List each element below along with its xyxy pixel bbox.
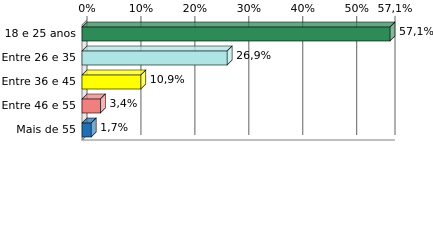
chart: 0% 10% 20% 30% 40% 50% 57,1% 18 e 25 anos 57,1% E… (1, 2, 433, 142)
value-label: 57,1% (399, 25, 433, 38)
category-label: Entre 46 e 55 (1, 99, 76, 112)
bar (81, 74, 142, 90)
value-label: 26,9% (236, 49, 271, 62)
category-label: Entre 36 e 45 (1, 75, 76, 88)
x-tick-label: 40% (291, 2, 315, 15)
x-tick-label: 30% (237, 2, 261, 15)
category-label: Mais de 55 (16, 123, 76, 136)
bar (81, 98, 101, 114)
category-label: Entre 26 e 35 (1, 51, 76, 64)
bar-top (81, 45, 233, 52)
value-label: 3,4% (109, 97, 137, 110)
bar (81, 50, 228, 66)
x-tick-label: 50% (344, 2, 368, 15)
x-tick-label: 20% (183, 2, 207, 15)
x-tick-label: 57,1% (378, 2, 413, 15)
value-label: 10,9% (150, 73, 185, 86)
bar-top (81, 21, 396, 28)
bar (81, 26, 391, 42)
category-label: 18 e 25 anos (5, 27, 77, 40)
x-tick-label: 0% (78, 2, 95, 15)
value-label: 1,7% (100, 121, 128, 134)
bar (81, 122, 92, 138)
x-tick-label: 10% (129, 2, 153, 15)
bar-top (81, 69, 147, 76)
